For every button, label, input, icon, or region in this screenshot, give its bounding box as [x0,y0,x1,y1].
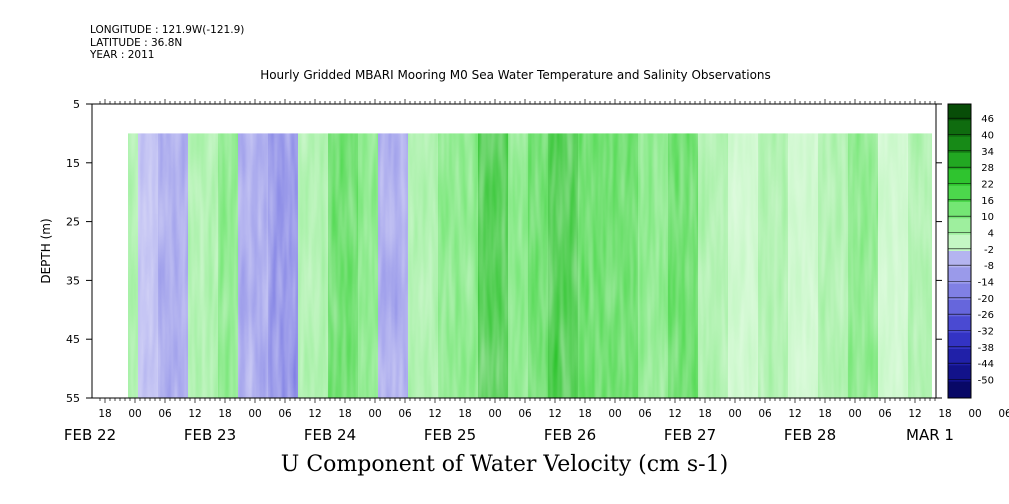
colorbar-swatch [948,283,971,301]
x-hour-label: 00 [608,408,621,420]
colorbar-swatch [948,300,971,317]
y-tick-label: 45 [66,333,80,346]
colorbar-label: -8 [984,261,994,272]
colorbar-label: 10 [981,212,994,223]
colorbar-frame [947,103,972,399]
x-hour-label: 18 [818,408,831,420]
x-hour-label: 18 [458,408,471,420]
longitude-text: LONGITUDE : 121.9W(-121.9) [90,24,245,36]
x-hour-label: 12 [788,408,801,420]
colorbar-swatch [948,349,971,366]
year-text: YEAR : 2011 [90,49,155,61]
x-hour-label: 00 [248,408,261,420]
colorbar-label: -26 [978,310,994,321]
x-date-label: FEB 26 [544,426,596,444]
x-hour-label: 06 [518,408,532,420]
colorbar-label: -32 [978,327,994,338]
colorbar-swatch [948,218,971,236]
latitude-text: LATITUDE : 36.8N [90,36,183,49]
colorbar-label: -44 [978,359,994,370]
colorbar-label: -38 [978,343,994,354]
x-hour-label: 06 [758,408,772,420]
x-date-label: MAR 1 [906,426,954,444]
colorbar-label: -50 [978,376,994,387]
y-tick-label: 15 [66,157,80,170]
x-hour-label: 12 [188,408,201,420]
x-hour-label: 18 [218,408,231,420]
colorbar-label: -20 [978,294,994,305]
colorbar-label: 40 [981,131,994,142]
colorbar-swatch [948,365,971,383]
y-tick-label: 55 [66,392,80,405]
x-date-label: FEB 24 [304,426,356,444]
colorbar-swatch [948,267,971,285]
chart-title: Hourly Gridded MBARI Mooring M0 Sea Wate… [260,68,771,82]
x-hour-label: 12 [908,408,921,420]
x-hour-label: 06 [638,408,652,420]
x-date-label: FEB 22 [64,426,116,444]
colorbar-swatch [948,234,971,252]
colorbar-label: 16 [981,196,994,207]
colorbar-label: 34 [981,147,994,158]
x-hour-label: 00 [968,408,981,420]
colorbar-swatch [948,136,971,154]
colorbar-swatch [948,251,971,268]
x-hour-label: 18 [98,408,111,420]
x-hour-label: 00 [368,408,381,420]
colorbar-swatch [948,153,971,170]
x-hour-label: 06 [998,408,1009,420]
x-date-label: FEB 25 [424,426,476,444]
x-date-label: FEB 23 [184,426,236,444]
colorbar-label: 22 [981,180,994,191]
colorbar-label: 46 [981,114,994,125]
x-hour-label: 06 [158,408,172,420]
colorbar-label: -2 [984,245,994,256]
y-axis-title: DEPTH (m) [39,218,53,283]
x-hour-label: 00 [728,408,741,420]
x-hour-label: 12 [668,408,681,420]
x-hour-label: 18 [578,408,591,420]
colorbar-swatch [948,104,971,121]
x-hour-label: 06 [398,408,412,420]
x-hour-label: 18 [938,408,951,420]
y-tick-label: 25 [66,216,80,229]
mooring-metadata: LONGITUDE : 121.9W(-121.9) LATITUDE : 36… [90,24,244,62]
colorbar-swatch [948,120,971,138]
colorbar-swatch [948,202,971,219]
x-hour-label: 12 [308,408,321,420]
x-hour-label: 12 [428,408,441,420]
colorbar-swatch [948,332,971,350]
x-hour-label: 18 [698,408,711,420]
x-hour-label: 00 [488,408,501,420]
x-date-label: FEB 28 [784,426,836,444]
x-hour-label: 00 [128,408,141,420]
heatmap-texture [128,133,932,398]
x-hour-label: 06 [278,408,292,420]
colorbar-swatch [948,169,971,187]
colorbar-label: -14 [978,278,994,289]
y-tick-label: 35 [66,274,80,287]
colorbar-swatch [948,316,971,334]
colorbar-swatch [948,185,971,203]
plot-frame [91,103,937,399]
colorbar-swatch [948,381,971,399]
x-axis-title: U Component of Water Velocity (cm s-1) [280,452,729,477]
y-tick-label: 5 [73,98,80,111]
x-hour-label: 00 [848,408,861,420]
x-hour-label: 12 [548,408,561,420]
colorbar-label: 4 [988,229,994,240]
x-hour-label: 18 [338,408,351,420]
x-hour-label: 06 [878,408,892,420]
x-date-label: FEB 27 [664,426,716,444]
colorbar-label: 28 [981,163,994,174]
